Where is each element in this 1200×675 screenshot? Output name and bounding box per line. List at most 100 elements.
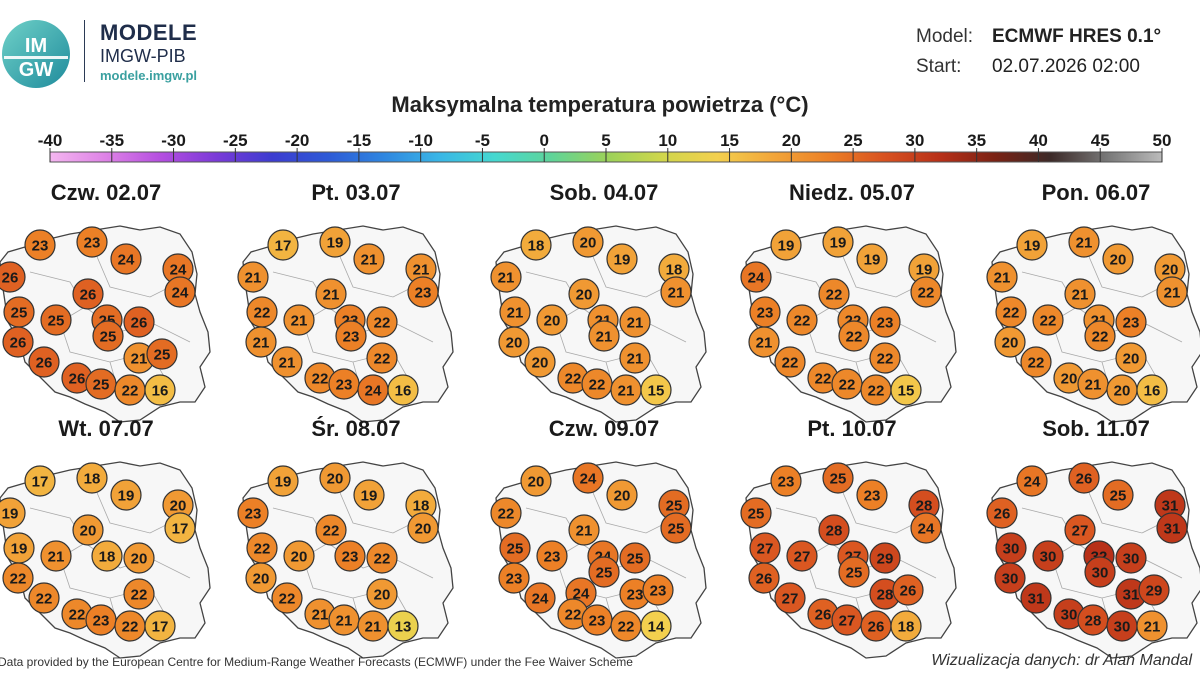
temperature-value: 29 [877,551,894,568]
temperature-bubble: 26 [748,562,780,594]
scale-tick-label: 5 [601,131,610,150]
temperature-circle [588,320,620,352]
temperature-value: 17 [32,474,49,491]
temperature-value: 20 [1114,383,1131,400]
temperature-value: 18 [898,619,915,636]
temperature-value: 24 [918,521,935,538]
temperature-value: 26 [756,571,773,588]
temperature-bubble: 20 [1115,342,1147,374]
temperature-bubble: 22 [1032,304,1064,336]
temperature-value: 26 [1076,471,1093,488]
temperature-bubble: 25 [92,320,124,352]
temperature-circle [818,514,850,546]
temperature-value: 30 [1114,619,1131,636]
temperature-bubble: 31 [1156,512,1188,544]
temperature-value: 26 [10,335,27,352]
temperature-bubble: 30 [994,562,1026,594]
temperature-bubble: 22 [557,598,589,630]
temperature-circle [0,497,26,529]
temperature-value: 21 [291,313,308,330]
panel-date-title: Czw. 09.07 [549,416,659,441]
temperature-value: 16 [395,383,412,400]
temperature-value: 17 [172,521,189,538]
temperature-value: 22 [498,506,515,523]
temperature-bubble: 20 [498,326,530,358]
temperature-value: 30 [1061,607,1078,624]
temperature-value: 30 [1003,541,1020,558]
temperature-bubble: 21 [1156,276,1188,308]
temperature-bubble: 21 [490,261,522,293]
temperature-bubble: 21 [1136,610,1168,642]
temperature-circle [748,326,780,358]
temperature-bubble: 21 [1068,226,1100,258]
temperature-bubble: 19 [353,479,385,511]
temperature-value: 25 [154,347,171,364]
temperature-bubble: 21 [123,342,155,374]
temperature-bubble: 22 [271,582,303,614]
temperature-circle [237,497,269,529]
temperature-value: 21 [627,315,644,332]
start-value: 02.07.2026 02:00 [992,56,1140,77]
temperature-circle [123,542,155,574]
temperature-value: 20 [614,488,631,505]
temperature-circle [856,479,888,511]
temperature-bubble: 20 [568,278,600,310]
brand-url-link[interactable]: modele.imgw.pl [100,68,198,83]
temperature-circle [144,610,176,642]
temperature-bubble: 21 [619,306,651,338]
temperature-circle [490,497,522,529]
temperature-value: 21 [323,287,340,304]
temperature-value: 22 [312,371,329,388]
temperature-bubble: 27 [774,582,806,614]
temperature-bubble: 22 [366,306,398,338]
temperature-bubble: 29 [869,542,901,574]
brand-subtitle: IMGW-PIB [100,46,186,66]
temperature-value: 28 [877,587,894,604]
temperature-bubble: 19 [822,226,854,258]
temperature-bubble: 20 [1053,362,1085,394]
temperature-value: 20 [291,549,308,566]
temperature-bubble: 22 [490,497,522,529]
temperature-bubble: 26 [892,574,924,606]
temperature-value: 16 [1144,383,1161,400]
temperature-bubble: 25 [40,304,72,336]
temperature-circle [520,229,552,261]
temperature-circle [890,374,922,406]
temperature-value: 18 [99,549,116,566]
scale-tick-label: 40 [1029,131,1048,150]
svg-text:GW: GW [19,59,54,81]
temperature-bubble: 17 [24,465,56,497]
temperature-bubble: 27 [1064,514,1096,546]
temperature-bubble: 26 [61,362,93,394]
temperature-value: 23 [336,377,353,394]
temperature-value: 22 [122,619,139,636]
temperature-bubble: 16 [1136,374,1168,406]
temperature-value: 24 [170,262,187,279]
temperature-circle [1084,320,1116,352]
temperature-bubble: 15 [890,374,922,406]
temperature-bubble: 14 [640,610,672,642]
temperature-value: 21 [413,262,430,279]
temperature-value: 21 [279,355,296,372]
temperature-bubble: 23 [85,604,117,636]
temperature-value: 23 [650,583,667,600]
temperature-value: 20 [528,474,545,491]
temperature-circle [869,542,901,574]
temperature-value: 21 [131,351,148,368]
temperature-value: 30 [1040,549,1057,566]
temperature-value: 20 [415,521,432,538]
temperature-value: 31 [1123,587,1140,604]
temperature-bubble: 24 [910,512,942,544]
temperature-value: 27 [782,591,799,608]
temperature-circle [642,574,674,606]
scale-tick-label: -15 [347,131,372,150]
temperature-circle [536,540,568,572]
temperature-value: 20 [1002,335,1019,352]
temperature-circle [1032,304,1064,336]
temperature-value: 21 [245,270,262,287]
temperature-bubble: 22 [1020,346,1052,378]
temperature-circle [1016,465,1048,497]
temperature-value: 22 [794,313,811,330]
